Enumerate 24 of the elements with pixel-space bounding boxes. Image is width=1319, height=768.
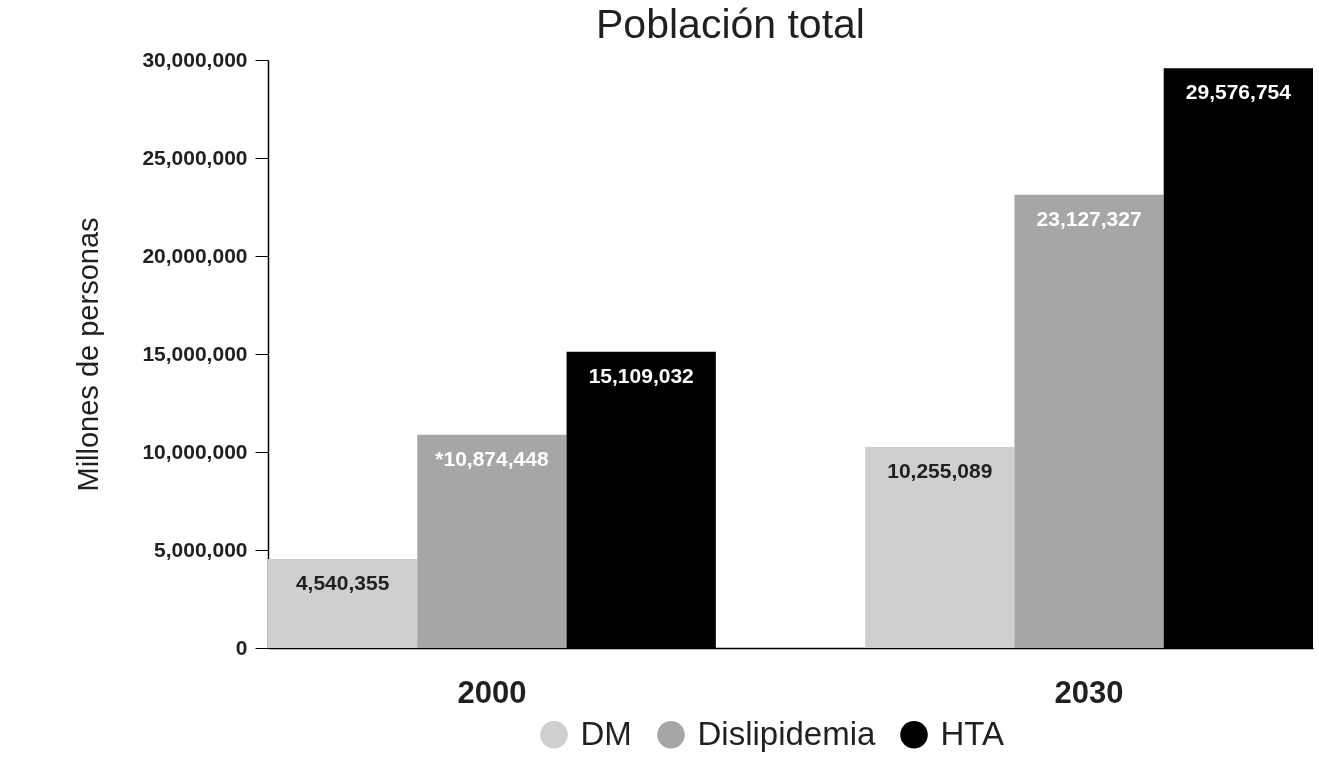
- y-tick-label: 20,000,000: [142, 243, 248, 267]
- data-label: 29,576,754: [1185, 80, 1292, 104]
- data-label: 10,255,089: [887, 459, 993, 482]
- chart-title: Población total: [596, 1, 865, 47]
- legend-label: DM: [580, 714, 632, 752]
- y-tick-label: 15,000,000: [142, 341, 248, 365]
- bar: [865, 447, 1015, 648]
- data-label: 4,540,355: [295, 571, 390, 595]
- legend-label: HTA: [940, 714, 1005, 752]
- x-tick-label: 2000: [457, 674, 527, 710]
- legend-label: Dislipidemia: [697, 714, 877, 752]
- y-tick-label: 25,000,000: [142, 145, 248, 169]
- y-tick-label: 30,000,000: [142, 47, 248, 71]
- data-label: *10,874,448: [435, 446, 549, 470]
- bar: [417, 434, 567, 648]
- y-axis-title: Millones de personas: [72, 217, 105, 492]
- y-tick-label: 5,000,000: [154, 537, 248, 561]
- y-tick-label: 10,000,000: [142, 439, 248, 463]
- y-tick-label: 0: [235, 635, 248, 659]
- x-tick-label: 2030: [1054, 674, 1124, 710]
- bar: [268, 559, 418, 648]
- data-label: 15,109,032: [588, 363, 694, 387]
- bar: [1014, 194, 1164, 648]
- data-label: 23,127,327: [1036, 206, 1142, 230]
